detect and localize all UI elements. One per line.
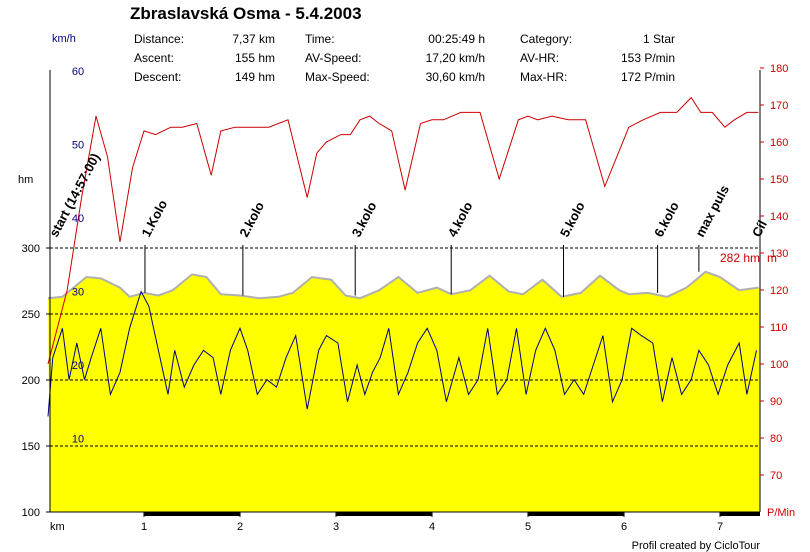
hr-tick-label: 90 — [770, 396, 782, 408]
maxspeed-label: Max-Speed: — [305, 70, 370, 84]
hr-tick-label: 110 — [770, 322, 788, 334]
speed-tick-label: 40 — [72, 213, 84, 225]
time-label: Time: — [305, 32, 335, 46]
x-tick-label: 1 — [141, 521, 147, 533]
hr-tick-label: 140 — [770, 211, 788, 223]
speed-tick-label: 10 — [72, 434, 84, 446]
hr-tick-label: 180 — [770, 63, 788, 75]
lap-label: start (14:57:00) — [46, 151, 103, 240]
category-label: Category: — [520, 32, 573, 46]
lap-label: 1.Kolo — [138, 197, 170, 239]
avspeed-label: AV-Speed: — [305, 51, 362, 65]
page-title: Zbraslavská Osma - 5.4.2003 — [130, 4, 362, 23]
km-scale-bar — [144, 512, 240, 516]
speed-tick-label: 20 — [72, 360, 84, 372]
lap-label: 6.kolo — [651, 199, 682, 239]
lap-label: 3.kolo — [349, 199, 380, 239]
altitude-axis-label: hm — [18, 174, 33, 186]
lap-label: max puls — [692, 183, 732, 240]
footer-credit: Profil created by CicloTour — [632, 540, 761, 552]
x-tick-label: 3 — [333, 521, 339, 533]
descent-value: 149 hm — [234, 70, 275, 84]
hr-tick-label: 170 — [770, 100, 788, 112]
km-scale-bar — [336, 512, 432, 516]
lap-label: 4.kolo — [445, 199, 476, 239]
hr-tick-label: 70 — [770, 470, 782, 482]
lap-label: Cíl — [749, 218, 770, 240]
altitude-tick-label: 150 — [22, 441, 40, 453]
hr-tick-label: 130 — [770, 248, 788, 260]
maxhr-label: Max-HR: — [520, 70, 568, 84]
category-value: 1 Star — [642, 32, 675, 46]
ascent-value: 155 hm — [234, 51, 275, 65]
time-value: 00:25:49 h — [428, 32, 485, 46]
speed-tick-label: 50 — [72, 140, 84, 152]
distance-value: 7,37 km — [232, 32, 275, 46]
lap-label: 2.kolo — [236, 199, 267, 239]
avhr-label: AV-HR: — [520, 51, 560, 65]
x-tick-label: 5 — [525, 521, 531, 533]
altitude-tick-label: 250 — [22, 309, 40, 321]
avhr-value: 153 P/min — [620, 51, 675, 65]
distance-label: Distance: — [134, 32, 185, 46]
x-tick-label: 6 — [621, 521, 627, 533]
heart-rate-line — [47, 96, 759, 365]
max-altitude-annotation: 282 hm — [720, 251, 760, 265]
altitude-outline — [47, 270, 759, 300]
maxhr-value: 172 P/min — [620, 70, 675, 84]
descent-label: Descent: — [134, 70, 182, 84]
avspeed-value: 17,20 km/h — [425, 51, 485, 65]
km-scale-bar — [720, 512, 760, 516]
altitude-area — [48, 271, 760, 512]
hr-tick-label: 150 — [770, 174, 788, 186]
speed-axis-label: km/h — [52, 33, 76, 45]
speed-tick-label: 60 — [72, 66, 84, 78]
x-tick-label: 4 — [429, 521, 435, 533]
km-scale-bar — [528, 512, 624, 516]
hr-tick-label: 100 — [770, 359, 788, 371]
annotation-suffix: m — [767, 251, 777, 265]
altitude-tick-label: 300 — [22, 243, 40, 255]
ascent-label: Ascent: — [134, 51, 175, 65]
hr-tick-label: 120 — [770, 285, 788, 297]
x-tick-label: 2 — [237, 521, 243, 533]
speed-line — [47, 290, 757, 417]
speed-tick-label: 30 — [72, 287, 84, 299]
hr-tick-label: 80 — [770, 433, 782, 445]
lap-label: 5.kolo — [557, 199, 588, 239]
x-axis-label: km — [50, 521, 65, 533]
hr-axis-label: P/Min — [767, 507, 795, 519]
maxspeed-value: 30,60 km/h — [425, 70, 485, 84]
altitude-tick-label: 100 — [22, 507, 40, 519]
hr-tick-label: 160 — [770, 137, 788, 149]
x-tick-label: 7 — [717, 521, 723, 533]
altitude-tick-label: 200 — [22, 375, 40, 387]
